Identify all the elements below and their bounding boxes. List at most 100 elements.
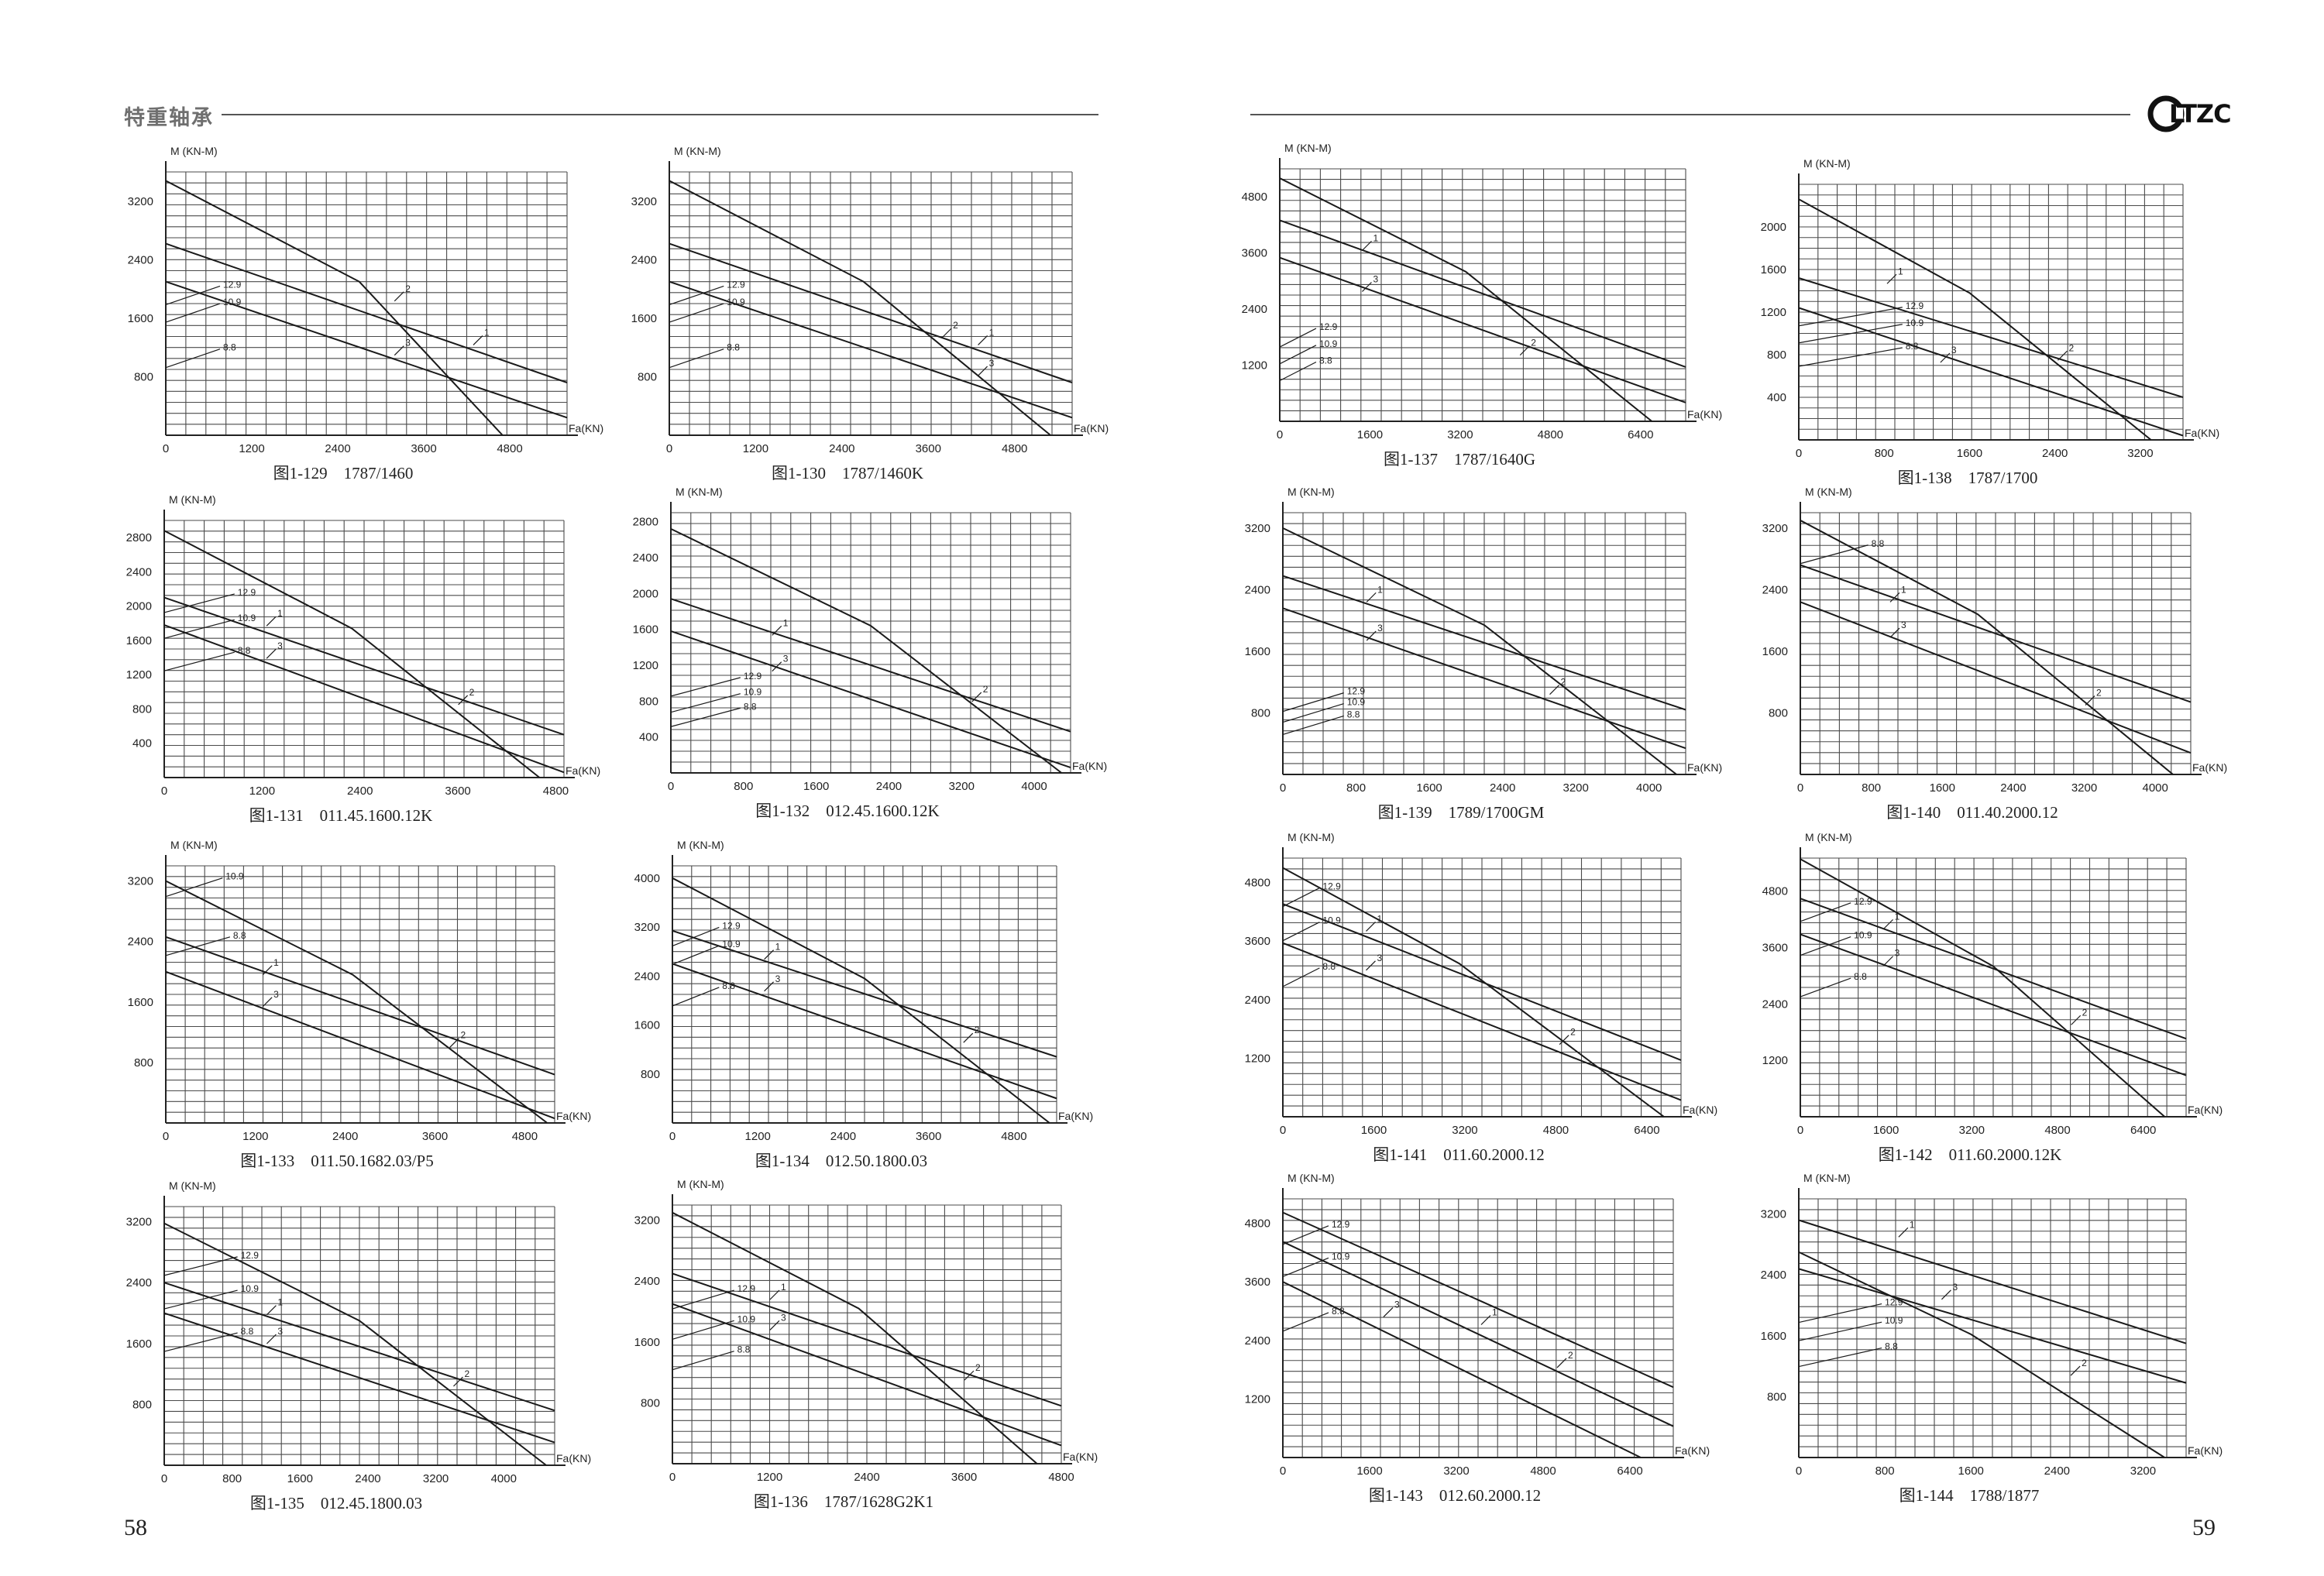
y-axis-label: M (KN-M) [1803, 157, 1851, 170]
series-line-3 [1798, 1268, 2187, 1384]
grade-leader [1800, 977, 1851, 997]
y-tick-label: 2400 [126, 1276, 152, 1289]
x-tick-label: 1600 [1416, 781, 1442, 795]
y-tick-label: 3200 [634, 921, 660, 934]
series-leader-3 [1383, 1306, 1394, 1317]
series-line-3 [1279, 256, 1686, 403]
grade-label: 10.9 [727, 297, 745, 307]
grade-label: 10.9 [722, 939, 741, 949]
series-leader-1 [266, 616, 277, 627]
x-tick-label: 0 [163, 1130, 169, 1143]
y-tick-label: 2400 [1245, 1334, 1270, 1348]
grade-label: 12.9 [1332, 1219, 1350, 1230]
y-tick-label: 1200 [1762, 1054, 1788, 1067]
series-line-2 [163, 530, 541, 778]
grade-label: 10.9 [1906, 318, 1924, 328]
y-tick-label: 800 [134, 370, 153, 383]
grade-leader [670, 707, 741, 727]
grade-label: 10.9 [744, 687, 762, 698]
grade-leader [163, 1289, 238, 1310]
chart-caption: 图1-134 012.50.1800.03 [755, 1152, 927, 1170]
brand-logo-icon [2147, 95, 2185, 132]
x-tick-label: 4800 [497, 442, 522, 455]
series-line-3 [1798, 307, 2184, 437]
y-tick-label: 2800 [126, 531, 152, 544]
grade-label: 12.9 [1906, 300, 1924, 311]
series-label-3: 3 [1895, 948, 1900, 959]
series-leader-2 [2058, 350, 2068, 361]
y-tick-label: 2400 [634, 970, 660, 983]
y-tick-label: 1200 [633, 659, 658, 672]
x-tick-label: 2400 [1490, 781, 1515, 795]
series-leader-2 [2085, 695, 2095, 706]
grade-leader [670, 677, 741, 697]
page-number-left: 58 [124, 1515, 147, 1540]
series-label-1: 1 [1895, 911, 1900, 922]
y-tick-label: 800 [639, 695, 658, 708]
y-tick-label: 3600 [1762, 941, 1788, 954]
series-leader-2 [963, 1032, 974, 1043]
series-leader-1 [1366, 922, 1376, 932]
grade-leader [669, 285, 724, 306]
x-tick-label: 3200 [949, 780, 975, 793]
grade-leader [1282, 715, 1344, 736]
y-tick-label: 3600 [1242, 247, 1267, 260]
x-axis-label: Fa(KN) [566, 764, 600, 777]
y-axis-label: M (KN-M) [169, 1179, 216, 1192]
series-leader-1 [1898, 1227, 1909, 1238]
grade-leader [1279, 361, 1317, 382]
series-line-1 [1282, 903, 1682, 1061]
y-axis-label: M (KN-M) [677, 1178, 724, 1190]
series-leader-1 [764, 949, 775, 960]
x-tick-label: 4800 [1538, 428, 1563, 441]
chart-caption: 图1-143 012.60.2000.12 [1369, 1486, 1541, 1505]
header-title: 特重轴承 [124, 106, 214, 130]
series-label-2: 2 [469, 687, 475, 698]
x-tick-label: 1200 [743, 442, 768, 455]
series-label-3: 3 [1951, 345, 1957, 355]
series-line-3 [163, 624, 565, 774]
series-label-3: 3 [775, 973, 781, 984]
series-label-1: 1 [1377, 584, 1383, 595]
x-tick-label: 800 [1862, 781, 1881, 795]
grade-leader [1798, 347, 1903, 367]
series-leader-3 [769, 1320, 780, 1331]
y-tick-label: 2400 [1762, 583, 1788, 596]
series-leader-1 [978, 335, 988, 345]
x-tick-label: 1600 [803, 780, 829, 793]
series-label-1: 1 [1910, 1219, 1915, 1230]
series-line-1 [163, 1282, 555, 1412]
y-tick-label: 1600 [631, 312, 657, 325]
grade-leader [1798, 1347, 1882, 1368]
x-axis-label: Fa(KN) [1072, 760, 1107, 772]
x-tick-label: 2400 [332, 1130, 358, 1143]
grade-label: 8.8 [1854, 971, 1867, 982]
grade-leader [165, 349, 221, 369]
grade-label: 12.9 [1854, 896, 1872, 907]
series-label-1: 1 [781, 1282, 786, 1293]
grade-label: 12.9 [722, 920, 741, 931]
y-tick-label: 1200 [1245, 1052, 1270, 1065]
y-tick-label: 2400 [128, 936, 153, 949]
y-axis-label: M (KN-M) [1287, 1172, 1335, 1184]
series-leader-1 [266, 1305, 277, 1316]
grade-label: 10.9 [238, 613, 256, 623]
chart-caption: 图1-129 1787/1460 [273, 464, 414, 482]
y-tick-label: 800 [1769, 706, 1788, 719]
series-line-2 [1798, 198, 2152, 441]
series-line-3 [670, 630, 1071, 768]
y-axis-label: M (KN-M) [170, 145, 218, 157]
chart-caption: 图1-135 012.45.1800.03 [250, 1494, 422, 1512]
series-label-2: 2 [983, 684, 988, 695]
x-tick-label: 3200 [1563, 781, 1588, 795]
grade-label: 10.9 [1347, 697, 1366, 708]
x-axis-label: Fa(KN) [2188, 1444, 2223, 1457]
grade-label: 10.9 [1885, 1315, 1903, 1326]
series-label-3: 3 [1952, 1282, 1958, 1293]
series-line-2 [165, 180, 504, 436]
y-tick-label: 2400 [1245, 583, 1270, 596]
